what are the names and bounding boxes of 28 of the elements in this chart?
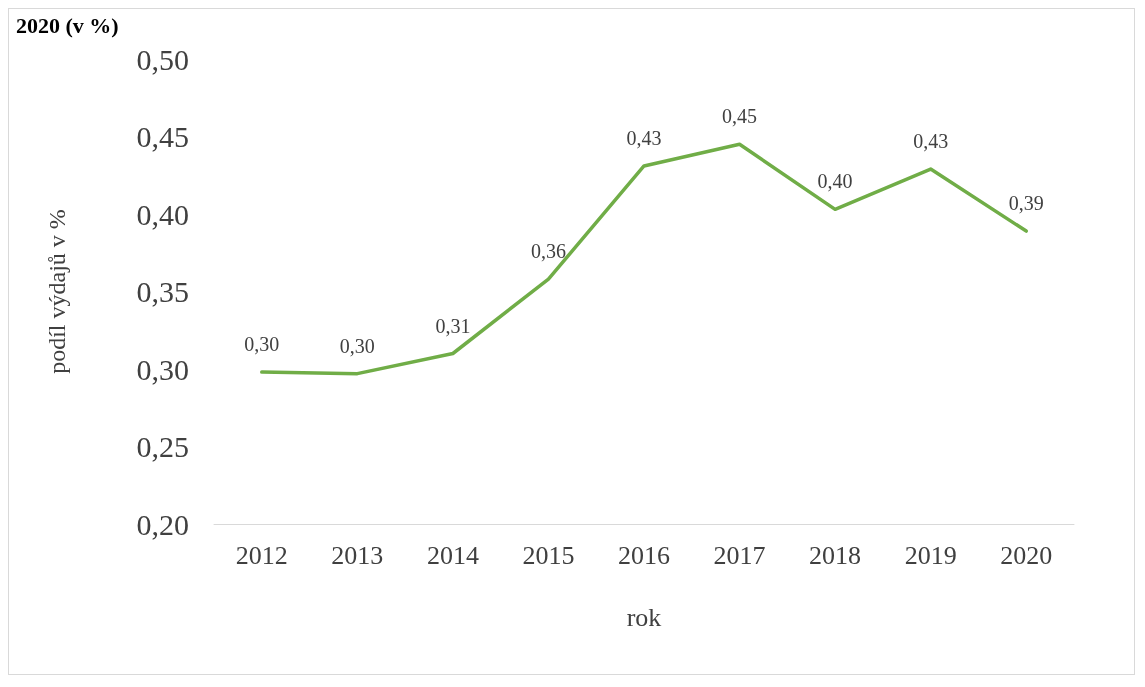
x-tick-label: 2015: [522, 540, 575, 570]
data-label: 0,40: [817, 170, 853, 193]
data-label: 0,43: [913, 130, 949, 153]
data-label: 0,45: [722, 105, 758, 128]
x-tick-label: 2019: [904, 540, 957, 570]
y-tick-label: 0,25: [136, 430, 189, 463]
chart-title: 2020 (v %): [16, 12, 119, 38]
x-tick-label: 2016: [618, 540, 670, 570]
x-tick-label: 2017: [713, 540, 766, 570]
data-label: 0,30: [244, 333, 280, 356]
y-axis-title: podíl výdajů v %: [44, 209, 70, 374]
x-tick-label: 2013: [331, 540, 384, 570]
y-tick-label: 0,50: [136, 42, 189, 76]
data-label: 0,31: [435, 314, 471, 337]
data-label: 0,39: [1008, 192, 1044, 215]
y-tick-label: 0,20: [136, 507, 189, 541]
x-tick-label: 2020: [1000, 540, 1053, 570]
x-axis-title: rok: [626, 602, 662, 632]
x-tick-label: 2012: [235, 540, 288, 570]
y-tick-label: 0,30: [136, 352, 189, 386]
x-tick-label: 2014: [426, 540, 479, 570]
data-label: 0,43: [626, 126, 662, 149]
data-label: 0,30: [339, 334, 375, 357]
data-label: 0,36: [530, 240, 566, 263]
y-tick-label: 0,40: [136, 197, 189, 231]
x-tick-label: 2018: [809, 540, 862, 570]
y-tick-label: 0,45: [136, 120, 189, 153]
y-tick-label: 0,35: [136, 275, 189, 308]
